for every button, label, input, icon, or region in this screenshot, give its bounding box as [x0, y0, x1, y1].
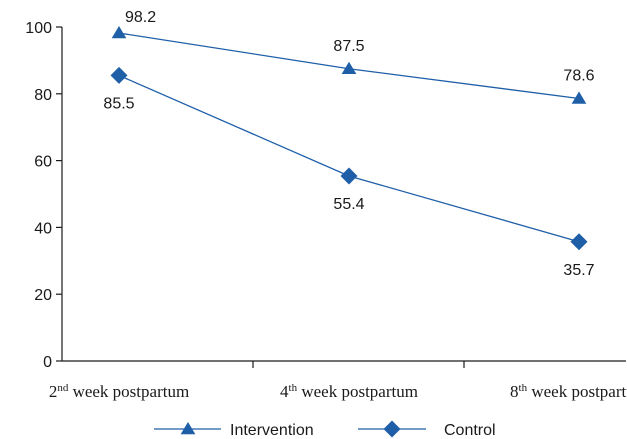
data-label: 85.5: [103, 95, 134, 112]
diamond-marker: [340, 167, 358, 185]
y-ticks: 0 20 40 60 80 100: [25, 20, 465, 371]
diamond-marker: [570, 233, 588, 251]
y-tick-label: 40: [34, 220, 52, 237]
y-tick-label: 20: [34, 287, 52, 304]
x-category-label: 4th week postpartum: [280, 382, 418, 401]
series-group: 98.2 87.5 78.6 85.5 55.4 35.7: [103, 9, 594, 279]
legend-triangle-icon: [180, 422, 196, 435]
x-categories: 2nd week postpartum 4th week postpartum 8t…: [49, 382, 627, 401]
legend-item-intervention: Intervention: [154, 422, 314, 439]
y-tick-label: 0: [43, 354, 52, 371]
data-label: 55.4: [333, 196, 364, 213]
data-label: 98.2: [125, 9, 156, 26]
y-tick-label: 80: [34, 87, 52, 104]
series-intervention: 98.2 87.5 78.6: [111, 9, 595, 104]
data-label: 87.5: [333, 38, 364, 55]
triangle-marker: [571, 91, 587, 104]
axes: [61, 27, 626, 362]
x-category-label: 2nd week postpartum: [49, 382, 189, 401]
triangle-marker: [111, 26, 127, 39]
series-control: 85.5 55.4 35.7: [103, 66, 595, 279]
legend-label: Control: [444, 422, 496, 439]
legend: Intervention Control: [154, 420, 496, 439]
legend-label: Intervention: [230, 422, 314, 439]
y-tick-label: 100: [25, 20, 52, 37]
diamond-marker: [110, 66, 128, 84]
legend-diamond-icon: [383, 420, 401, 438]
y-tick-label: 60: [34, 154, 52, 171]
data-label: 35.7: [563, 262, 594, 279]
legend-item-control: Control: [358, 420, 496, 439]
data-label: 78.6: [563, 67, 594, 84]
series-line: [118, 74, 580, 243]
triangle-marker: [341, 61, 357, 74]
x-category-label: 8th week postpartum: [510, 382, 627, 401]
